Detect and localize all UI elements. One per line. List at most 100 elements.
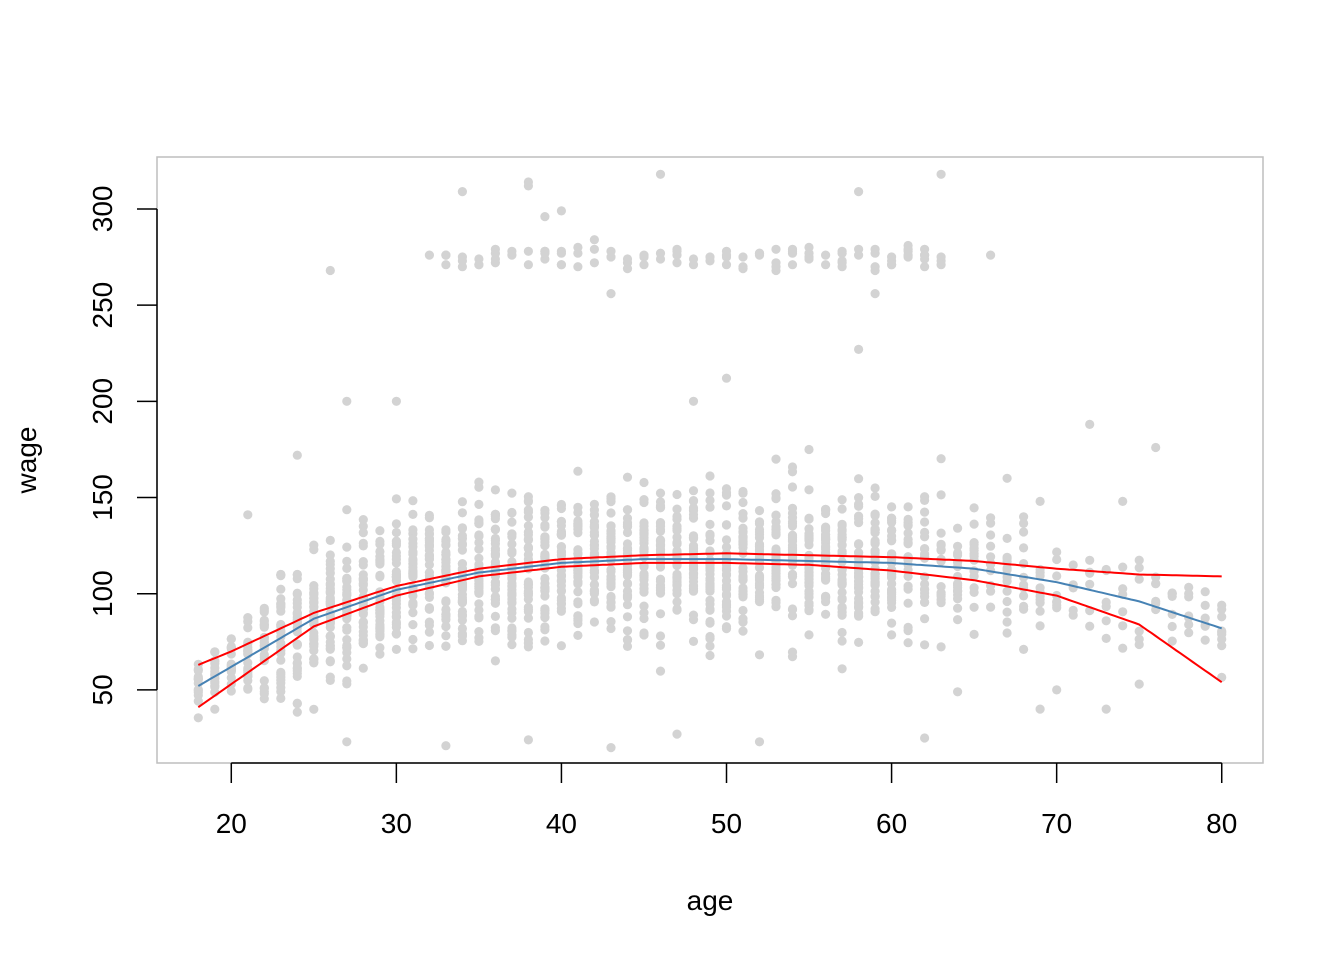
- data-point: [1118, 584, 1128, 594]
- data-point: [391, 396, 401, 406]
- data-point: [589, 568, 600, 578]
- data-point: [342, 676, 352, 686]
- data-point: [754, 591, 765, 601]
- data-point: [556, 248, 567, 258]
- data-point: [1118, 562, 1128, 572]
- data-point: [441, 621, 451, 632]
- data-point: [837, 627, 847, 638]
- plot-frame: [156, 156, 1264, 764]
- data-point: [474, 531, 484, 541]
- data-point: [243, 645, 253, 655]
- data-point: [655, 169, 666, 179]
- x-axis-title: age: [687, 885, 734, 916]
- data-point: [1118, 607, 1128, 617]
- data-point: [1184, 589, 1194, 599]
- data-point: [457, 559, 467, 569]
- data-point: [408, 562, 418, 572]
- data-point: [507, 632, 517, 642]
- data-point: [1019, 527, 1029, 537]
- data-point: [589, 258, 600, 268]
- data-point: [342, 654, 352, 664]
- data-point: [358, 528, 368, 538]
- data-point: [589, 499, 600, 509]
- data-point: [573, 618, 583, 629]
- data-point: [787, 572, 798, 582]
- data-point: [408, 556, 418, 566]
- data-point: [523, 497, 534, 507]
- data-point: [821, 535, 831, 545]
- data-point: [490, 485, 500, 495]
- data-point: [920, 495, 930, 505]
- data-point: [986, 552, 996, 562]
- data-point: [490, 580, 500, 590]
- data-point: [424, 529, 434, 540]
- data-point: [342, 737, 352, 747]
- data-point: [821, 543, 831, 553]
- data-point: [920, 585, 930, 595]
- data-point: [1184, 582, 1194, 593]
- data-point: [738, 252, 748, 262]
- data-point: [507, 590, 517, 601]
- data-point: [259, 650, 269, 660]
- data-point: [556, 585, 567, 596]
- data-point: [325, 580, 335, 590]
- y-tick-label: 300: [87, 186, 118, 233]
- data-point: [441, 558, 451, 568]
- data-point: [854, 501, 864, 511]
- data-point: [556, 606, 567, 616]
- data-point: [589, 579, 600, 590]
- data-point: [457, 256, 467, 266]
- data-point: [1184, 619, 1194, 630]
- data-point: [309, 704, 319, 714]
- data-point: [936, 169, 946, 179]
- data-point: [672, 524, 682, 534]
- data-point: [754, 506, 765, 516]
- data-point: [193, 685, 203, 695]
- data-point: [540, 622, 550, 632]
- data-point: [589, 527, 600, 537]
- data-point: [424, 604, 434, 614]
- data-point: [292, 639, 302, 649]
- data-point: [276, 571, 286, 581]
- data-point: [655, 585, 666, 595]
- data-point: [804, 574, 814, 584]
- data-point: [622, 472, 633, 482]
- data-point: [754, 517, 765, 527]
- data-point: [523, 177, 534, 187]
- data-point: [210, 647, 220, 657]
- data-point: [1134, 574, 1144, 584]
- data-point: [854, 514, 864, 524]
- data-point: [325, 637, 335, 647]
- data-point: [606, 623, 616, 634]
- data-point: [441, 615, 451, 625]
- data-point: [1052, 547, 1062, 557]
- data-point: [953, 594, 963, 604]
- data-point: [1217, 634, 1227, 644]
- data-point: [556, 566, 567, 576]
- data-point: [1118, 621, 1128, 631]
- data-point: [408, 538, 418, 549]
- data-point: [969, 519, 979, 529]
- data-point: [573, 587, 583, 597]
- data-point: [606, 566, 616, 577]
- data-point: [375, 572, 385, 582]
- data-point: [639, 260, 649, 270]
- data-point: [1200, 635, 1210, 645]
- data-point: [705, 641, 715, 651]
- data-point: [424, 589, 434, 599]
- data-point: [523, 507, 534, 517]
- data-point: [804, 444, 814, 455]
- data-point: [837, 602, 847, 612]
- data-point: [804, 485, 814, 495]
- data-point: [325, 550, 335, 560]
- data-point: [804, 254, 814, 264]
- data-point: [474, 544, 484, 554]
- data-point: [523, 735, 534, 745]
- data-point: [920, 597, 930, 608]
- data-point: [309, 597, 319, 607]
- data-point: [870, 524, 880, 534]
- data-point: [490, 254, 500, 264]
- data-point: [408, 509, 418, 519]
- data-point: [936, 454, 946, 464]
- data-point: [1085, 579, 1095, 589]
